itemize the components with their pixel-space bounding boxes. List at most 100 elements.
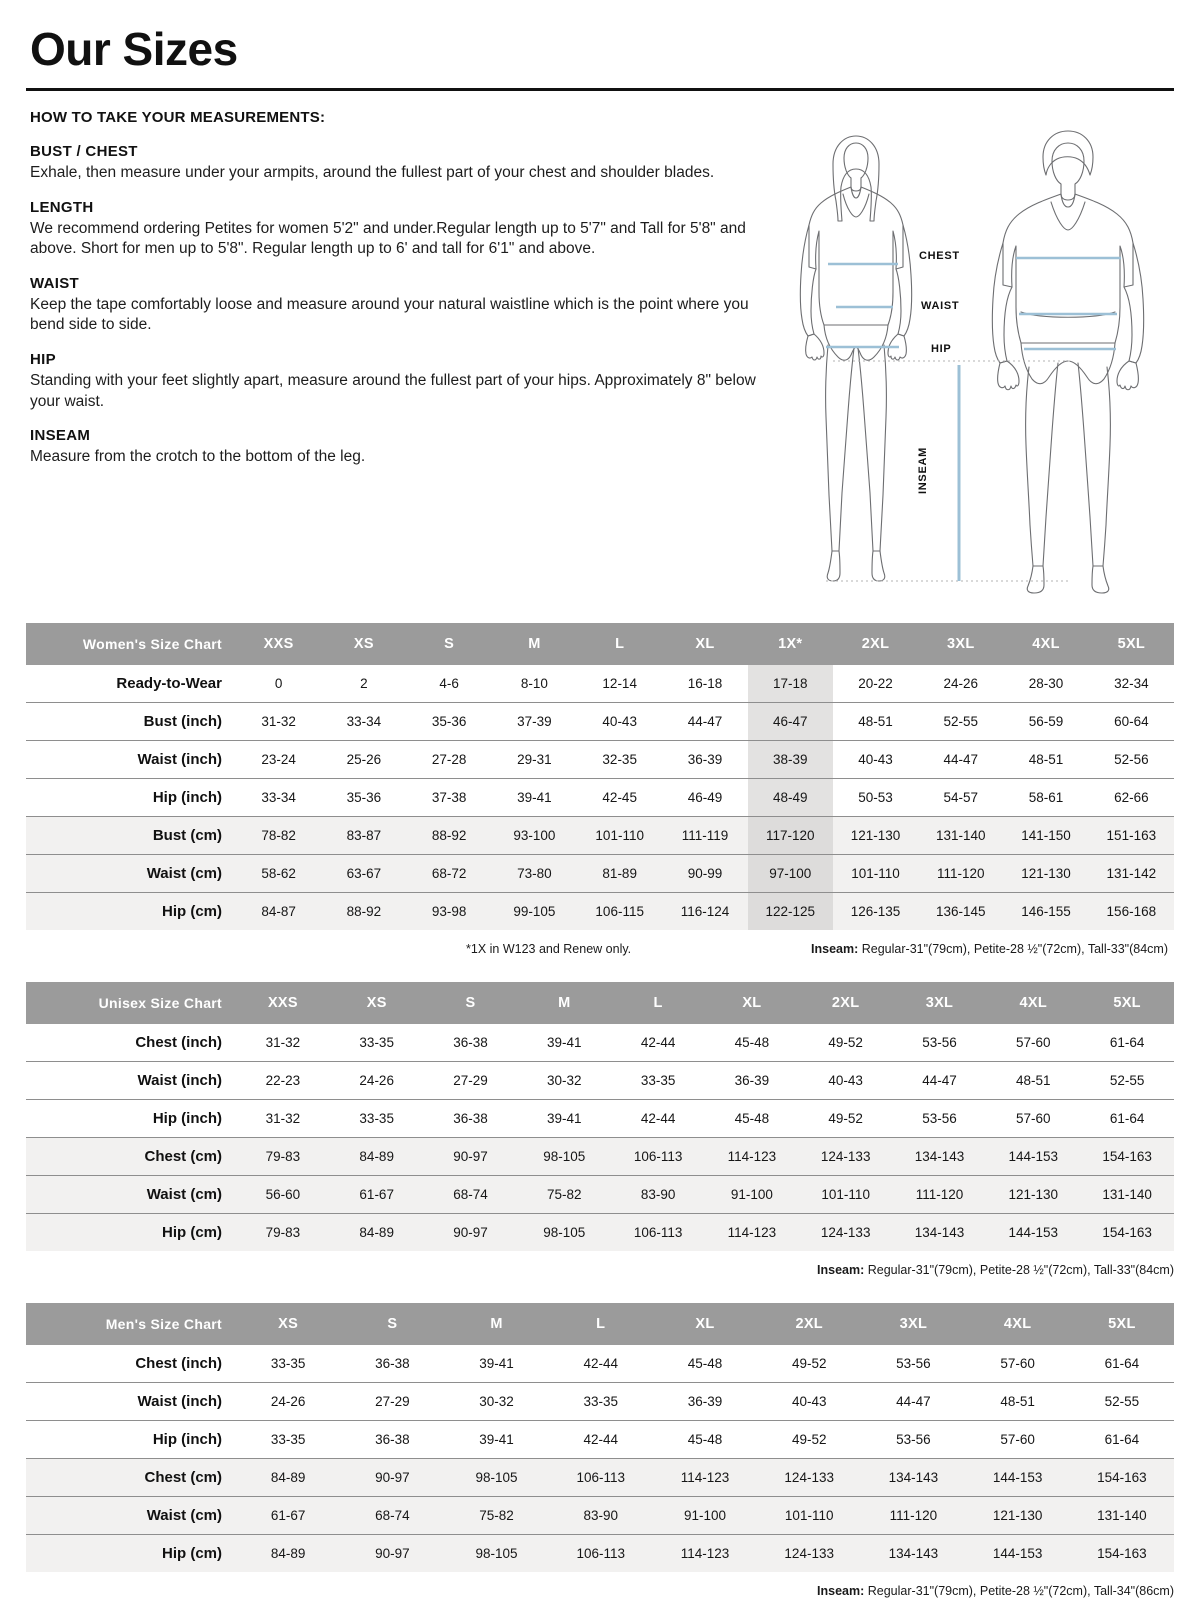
table-cell: 57-60 [965,1345,1070,1383]
table-cell: 46-47 [747,702,833,741]
table-cell: 58-62 [236,854,322,893]
table-cell: 53-56 [892,1024,987,1062]
female-left-foot [826,550,841,582]
table-cell: 124-133 [798,1213,893,1251]
male-torso [1002,193,1134,344]
table-cell: 33-35 [236,1420,341,1459]
measurement-instructions: HOW TO TAKE YOUR MEASUREMENTS: BUST / CH… [26,109,771,483]
row-label: Chest (inch) [26,1024,236,1062]
table-cell: 98-105 [444,1458,549,1497]
table-cell: 49-52 [798,1099,893,1138]
unisex-column-header-2xl: 2XL [798,982,893,1024]
unisex-size-chart: Unisex Size Chart XXS XS S M L XL 2XL 3XL 4XL 5XL… [26,982,1174,1251]
table-cell: 88-92 [321,892,407,930]
table-row: Chest (inch) 33-35 36-38 39-41 42-44 45-48 49-… [26,1345,1174,1383]
unisex-footnote-inseam: Inseam: Regular-31"(79cm), Petite-28 ½"(… [26,1263,1174,1277]
male-neckline [1050,201,1086,231]
table-cell: 36-38 [423,1024,518,1062]
table-cell: 39-41 [444,1345,549,1383]
womens-column-header-xs: XS [321,623,407,665]
table-cell: 61-67 [236,1496,341,1535]
table-cell: 61-64 [1069,1420,1174,1459]
table-cell: 136-145 [918,892,1004,930]
row-label: Hip (inch) [26,1099,236,1138]
table-cell: 90-97 [423,1137,518,1176]
female-briefs [823,324,889,361]
measurement-block-bust-chest: BUST / CHEST Exhale, then measure under … [30,143,771,184]
table-cell: 56-60 [236,1175,330,1214]
unisex-column-header-s: S [423,982,518,1024]
table-cell: 134-143 [861,1458,966,1497]
table-cell: 61-64 [1080,1024,1174,1062]
inseam-footnote-label: Inseam: [817,1263,865,1277]
table-cell: 111-120 [918,854,1004,893]
unisex-chart-header: Unisex Size Chart XXS XS S M L XL 2XL 3XL 4XL 5XL [26,982,1174,1024]
table-cell: 33-35 [329,1024,424,1062]
table-cell: 24-26 [329,1061,424,1100]
unisex-column-header-5xl: 5XL [1080,982,1174,1024]
table-cell: 44-47 [662,702,748,741]
table-cell: 83-87 [321,816,407,855]
table-cell: 48-51 [986,1061,1081,1100]
table-cell: 33-34 [236,778,322,817]
table-cell: 144-153 [986,1137,1081,1176]
table-cell: 52-55 [1069,1382,1174,1421]
table-header-row: Unisex Size Chart XXS XS S M L XL 2XL 3XL 4XL 5XL [26,982,1174,1024]
womens-size-chart: Women's Size Chart XXS XS S M L XL 1X* 2XL 3XL 4X… [26,623,1174,930]
row-label: Hip (cm) [26,1534,236,1572]
womens-column-header-3xl: 3XL [918,623,1004,665]
womens-chart-footnotes: *1X in W123 and Renew only. Inseam: Regu… [26,942,1174,956]
table-cell: 106-113 [611,1213,705,1251]
table-cell: 61-67 [329,1175,424,1214]
table-cell: 134-143 [892,1137,987,1176]
table-cell: 131-142 [1088,854,1174,893]
table-cell: 90-99 [662,854,748,893]
table-row: Ready-to-Wear 0 2 4-6 8-10 12-14 16-18 17-18 20-… [26,665,1174,703]
table-cell: 122-125 [747,892,833,930]
table-cell: 32-35 [577,740,663,779]
table-cell: 58-61 [1003,778,1089,817]
table-cell: 40-43 [757,1382,862,1421]
table-cell: 121-130 [986,1175,1081,1214]
body-diagram: CHEST WAIST HIP INSEAM [771,109,1174,597]
table-cell: 36-39 [704,1061,799,1100]
table-row: Hip (inch) 31-32 33-35 36-38 39-41 42-44 45-48… [26,1099,1174,1138]
chest-label: CHEST [919,250,960,262]
row-label: Bust (cm) [26,816,236,855]
table-header-row: Men's Size Chart XS S M L XL 2XL 3XL 4XL 5XL [26,1303,1174,1345]
table-cell: 156-168 [1088,892,1174,930]
table-row: Hip (inch) 33-34 35-36 37-38 39-41 42-45 46-49… [26,778,1174,817]
table-row: Waist (cm) 61-67 68-74 75-82 83-90 91-100 101-… [26,1496,1174,1535]
table-cell: 40-43 [577,702,663,741]
measurement-body: Exhale, then measure under your armpits,… [30,164,715,181]
table-cell: 61-64 [1069,1345,1174,1383]
table-cell: 33-34 [321,702,407,741]
table-cell: 50-53 [832,778,919,817]
table-cell: 23-24 [236,740,322,779]
measurement-block-waist: WAIST Keep the tape comfortably loose an… [30,275,771,336]
inseam-footnote-text: Regular-31"(79cm), Petite-28 ½"(72cm), T… [864,1263,1174,1277]
table-cell: 78-82 [236,816,322,855]
table-cell: 134-143 [861,1534,966,1572]
table-cell: 75-82 [444,1496,549,1535]
table-cell: 29-31 [491,740,578,779]
table-row: Hip (cm) 84-89 90-97 98-105 106-113 114-123 12… [26,1534,1174,1572]
table-cell: 141-150 [1003,816,1089,855]
table-cell: 88-92 [406,816,492,855]
body-figures-illustration [799,130,1145,594]
table-cell: 16-18 [662,665,748,703]
measurement-heading: LENGTH [30,198,94,216]
row-label: Waist (cm) [26,854,236,893]
mens-column-header-3xl: 3XL [861,1303,966,1345]
measurement-body: Measure from the crotch to the bottom of… [30,448,366,466]
mens-footnote-inseam: Inseam: Regular-31"(79cm), Petite-28 ½"(… [26,1584,1174,1598]
table-cell: 48-51 [965,1382,1070,1421]
row-label: Hip (inch) [26,1420,236,1459]
table-cell: 27-29 [423,1061,518,1100]
table-cell: 151-163 [1088,816,1174,855]
table-cell: 30-32 [444,1382,549,1421]
mens-column-header-2xl: 2XL [757,1303,862,1345]
table-cell: 31-32 [236,1024,330,1062]
table-row: Waist (cm) 58-62 63-67 68-72 73-80 81-89 90-99… [26,854,1174,893]
table-cell: 49-52 [757,1345,862,1383]
